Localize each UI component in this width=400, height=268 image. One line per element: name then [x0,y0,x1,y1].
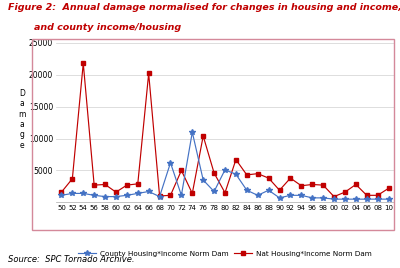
Text: D
a
m
a
g
e: D a m a g e [18,89,26,150]
Text: Figure 2:  Annual damage normalised for changes in housing and income, national: Figure 2: Annual damage normalised for c… [8,3,400,12]
Legend: County Housing*Income Norm Dam, Nat Housing*Income Norm Dam: County Housing*Income Norm Dam, Nat Hous… [78,251,372,257]
Text: and county income/housing: and county income/housing [8,23,181,32]
Text: Source:  SPC Tornado Archive.: Source: SPC Tornado Archive. [8,255,134,264]
